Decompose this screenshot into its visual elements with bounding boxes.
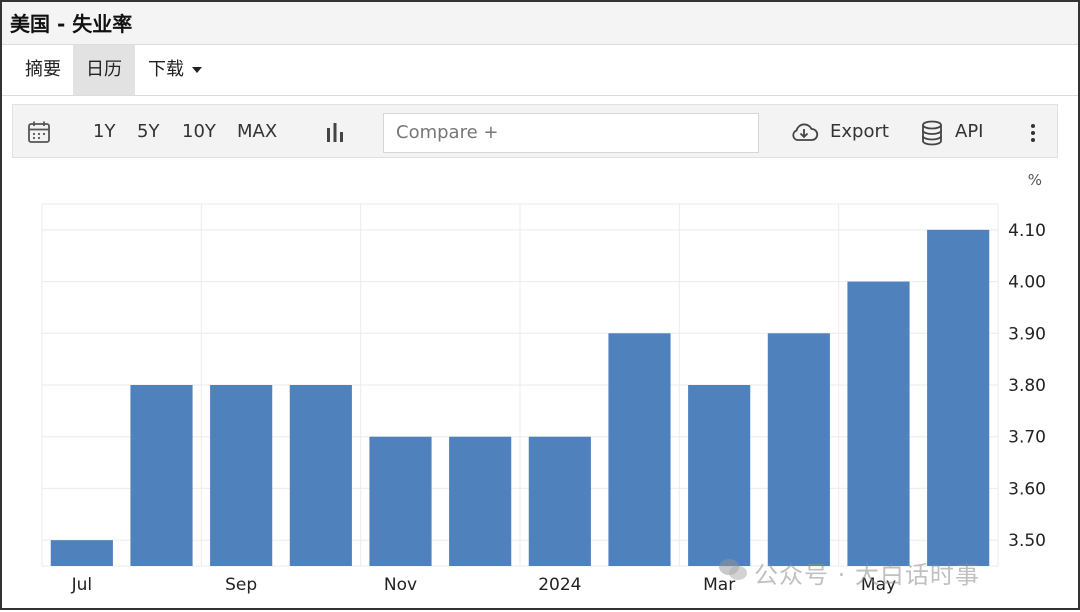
calendar-icon[interactable] — [27, 120, 51, 144]
title-bar: 美国 - 失业率 — [2, 2, 1078, 45]
database-icon[interactable] — [921, 120, 943, 146]
bar-2024 — [528, 436, 591, 566]
more-vertical-icon[interactable] — [1029, 123, 1037, 143]
y-tick-label: 3.80 — [1008, 376, 1046, 396]
bar-feb — [608, 333, 671, 566]
watermark-text: 公众号 · 大白话时事 — [754, 561, 980, 589]
unemployment-bar-chart: 3.50 3.60 3.70 3.80 3.90 4.00 4.10 Jul Sep Nov 20… — [41, 171, 1046, 595]
range-max-button[interactable]: MAX — [237, 121, 278, 142]
bar-jun — [927, 229, 990, 566]
x-tick-label: May — [861, 575, 896, 595]
range-1y-button[interactable]: 1Y — [93, 121, 116, 142]
compare-input[interactable]: Compare + — [383, 113, 759, 153]
bar-nov — [369, 436, 432, 566]
y-tick-label: 4.10 — [1008, 221, 1046, 241]
y-axis-unit: % — [1028, 171, 1042, 189]
y-tick-label: 3.50 — [1008, 531, 1046, 551]
tab-download[interactable]: 下载 — [136, 45, 214, 95]
y-tick-label: 3.60 — [1008, 479, 1046, 499]
wechat-icon — [719, 559, 747, 580]
bar-oct — [289, 385, 352, 566]
bar-dec — [449, 436, 512, 566]
x-tick-label: 2024 — [538, 575, 581, 595]
bar-aug — [130, 385, 193, 566]
x-tick-label: Nov — [384, 575, 417, 595]
x-axis-ticks: Jul Sep Nov 2024 Mar May — [71, 575, 897, 595]
api-button[interactable]: API — [955, 121, 984, 142]
page-title: 美国 - 失业率 — [10, 12, 133, 36]
export-button[interactable]: Export — [830, 121, 889, 142]
bar-may — [847, 281, 910, 566]
range-5y-button[interactable]: 5Y — [137, 121, 160, 142]
y-axis-ticks: 3.50 3.60 3.70 3.80 3.90 4.00 4.10 — [1008, 221, 1046, 551]
caret-down-icon — [192, 67, 202, 73]
chart-bars — [50, 229, 990, 566]
cloud-download-icon[interactable] — [789, 121, 819, 143]
bar-apr — [767, 333, 830, 566]
bar-mar — [688, 385, 751, 566]
x-tick-label: Sep — [225, 575, 257, 595]
chart-toolbar: 1Y 5Y 10Y MAX Compare + Export API — [12, 104, 1058, 158]
tab-summary[interactable]: 摘要 — [25, 59, 61, 80]
y-tick-label: 3.90 — [1008, 324, 1046, 344]
tab-bar: 摘要 日历 下载 — [2, 45, 1078, 96]
x-tick-label: Jul — [71, 575, 93, 595]
bar-chart-icon[interactable] — [325, 122, 345, 142]
x-tick-label: Mar — [703, 575, 735, 595]
range-10y-button[interactable]: 10Y — [182, 121, 216, 142]
y-tick-label: 4.00 — [1008, 273, 1046, 293]
tab-download-label: 下载 — [148, 59, 184, 80]
bar-jul — [50, 540, 113, 566]
bar-sep — [210, 385, 273, 566]
chart-grid — [41, 203, 999, 567]
tab-calendar[interactable]: 日历 — [73, 45, 135, 95]
y-tick-label: 3.70 — [1008, 428, 1046, 448]
